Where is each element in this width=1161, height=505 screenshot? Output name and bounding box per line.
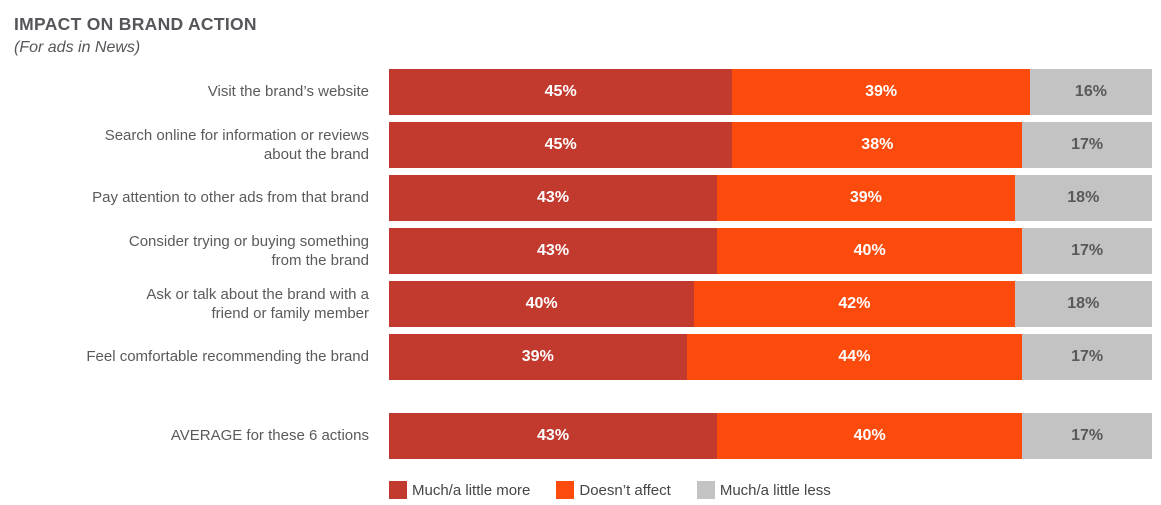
segment-value-label: 43% xyxy=(537,427,570,444)
stacked-bar: 45% 38% 17% xyxy=(389,122,1152,168)
legend-label: Much/a little more xyxy=(412,481,531,499)
bar-row: Consider trying or buying something from… xyxy=(14,228,1152,274)
segment-doesnt-affect: 44% xyxy=(686,334,1023,380)
segment-doesnt-affect: 40% xyxy=(717,413,1023,459)
segment-doesnt-affect: 42% xyxy=(694,281,1015,327)
segment-doesnt-affect: 38% xyxy=(732,122,1023,168)
bar-row: Feel comfortable recommending the brand 3… xyxy=(14,334,1152,380)
category-label: AVERAGE for these 6 actions xyxy=(170,427,369,445)
segment-doesnt-affect: 40% xyxy=(717,228,1023,274)
bar-row: Pay attention to other ads from that bra… xyxy=(14,175,1152,221)
segment-much-more: 45% xyxy=(389,69,733,115)
category-label: Consider trying or buying something from… xyxy=(128,232,369,270)
segment-much-less: 17% xyxy=(1022,122,1152,168)
bar-row: Visit the brand’s website 45% 39% 16% xyxy=(14,69,1152,115)
segment-much-more: 39% xyxy=(389,334,687,380)
segment-much-more: 43% xyxy=(389,228,718,274)
segment-value-label: 17% xyxy=(1071,348,1104,365)
stacked-bar: 39% 44% 17% xyxy=(389,334,1152,380)
segment-much-more: 40% xyxy=(389,281,695,327)
segment-value-label: 40% xyxy=(853,242,886,259)
segment-value-label: 38% xyxy=(861,136,894,153)
segment-value-label: 17% xyxy=(1071,427,1104,444)
segment-value-label: 18% xyxy=(1067,295,1100,312)
segment-value-label: 45% xyxy=(544,83,577,100)
stacked-bar: 43% 39% 18% xyxy=(389,175,1152,221)
segment-much-less: 18% xyxy=(1014,281,1152,327)
legend-swatch-icon xyxy=(696,481,715,499)
category-label: Pay attention to other ads from that bra… xyxy=(92,189,369,207)
segment-value-label: 39% xyxy=(865,83,898,100)
segment-much-less: 17% xyxy=(1022,228,1152,274)
chart-subtitle: (For ads in News) xyxy=(14,39,141,56)
chart-title: IMPACT ON BRAND ACTION xyxy=(14,14,257,34)
bar-row: AVERAGE for these 6 actions 43% 40% 17% xyxy=(14,413,1152,459)
segment-much-more: 43% xyxy=(389,175,718,221)
segment-much-more: 45% xyxy=(389,122,733,168)
segment-value-label: 17% xyxy=(1071,136,1104,153)
segment-value-label: 43% xyxy=(537,242,570,259)
segment-value-label: 17% xyxy=(1071,242,1104,259)
segment-much-less: 16% xyxy=(1029,69,1152,115)
segment-value-label: 18% xyxy=(1067,189,1100,206)
segment-value-label: 43% xyxy=(537,189,570,206)
category-label: Ask or talk about the brand with a frien… xyxy=(146,285,369,323)
legend: Much/a little more Doesn’t affect Much/a l… xyxy=(389,481,1152,499)
segment-value-label: 42% xyxy=(838,295,871,312)
segment-much-less: 17% xyxy=(1022,413,1152,459)
segment-value-label: 40% xyxy=(525,295,558,312)
legend-item: Much/a little less xyxy=(696,481,831,499)
segment-value-label: 16% xyxy=(1074,83,1107,100)
segment-doesnt-affect: 39% xyxy=(732,69,1030,115)
segment-doesnt-affect: 39% xyxy=(717,175,1015,221)
segment-value-label: 39% xyxy=(849,189,882,206)
stacked-bar: 45% 39% 16% xyxy=(389,69,1152,115)
legend-swatch-icon xyxy=(389,481,407,499)
stacked-bar: 43% 40% 17% xyxy=(389,413,1152,459)
legend-swatch-icon xyxy=(556,481,575,499)
segment-much-less: 18% xyxy=(1014,175,1152,221)
stacked-bar: 43% 40% 17% xyxy=(389,228,1152,274)
legend-label: Much/a little less xyxy=(719,481,831,499)
legend-item: Doesn’t affect xyxy=(556,481,671,499)
chart-header: IMPACT ON BRAND ACTION (For ads in News) xyxy=(14,14,1152,57)
segment-value-label: 45% xyxy=(544,136,577,153)
category-label: Search online for information or reviews… xyxy=(104,126,369,164)
category-label: Visit the brand’s website xyxy=(207,83,369,101)
bar-row: Ask or talk about the brand with a frien… xyxy=(14,281,1152,327)
segment-much-more: 43% xyxy=(389,413,718,459)
bar-rows: Visit the brand’s website 45% 39% 16% Search… xyxy=(14,69,1152,459)
segment-much-less: 17% xyxy=(1022,334,1152,380)
legend-label: Doesn’t affect xyxy=(579,481,671,499)
category-label: Feel comfortable recommending the brand xyxy=(86,348,369,366)
segment-value-label: 39% xyxy=(521,348,554,365)
legend-item: Much/a little more xyxy=(389,481,530,499)
stacked-bar: 40% 42% 18% xyxy=(389,281,1152,327)
bar-row: Search online for information or reviews… xyxy=(14,122,1152,168)
segment-value-label: 40% xyxy=(853,427,886,444)
segment-value-label: 44% xyxy=(838,348,871,365)
